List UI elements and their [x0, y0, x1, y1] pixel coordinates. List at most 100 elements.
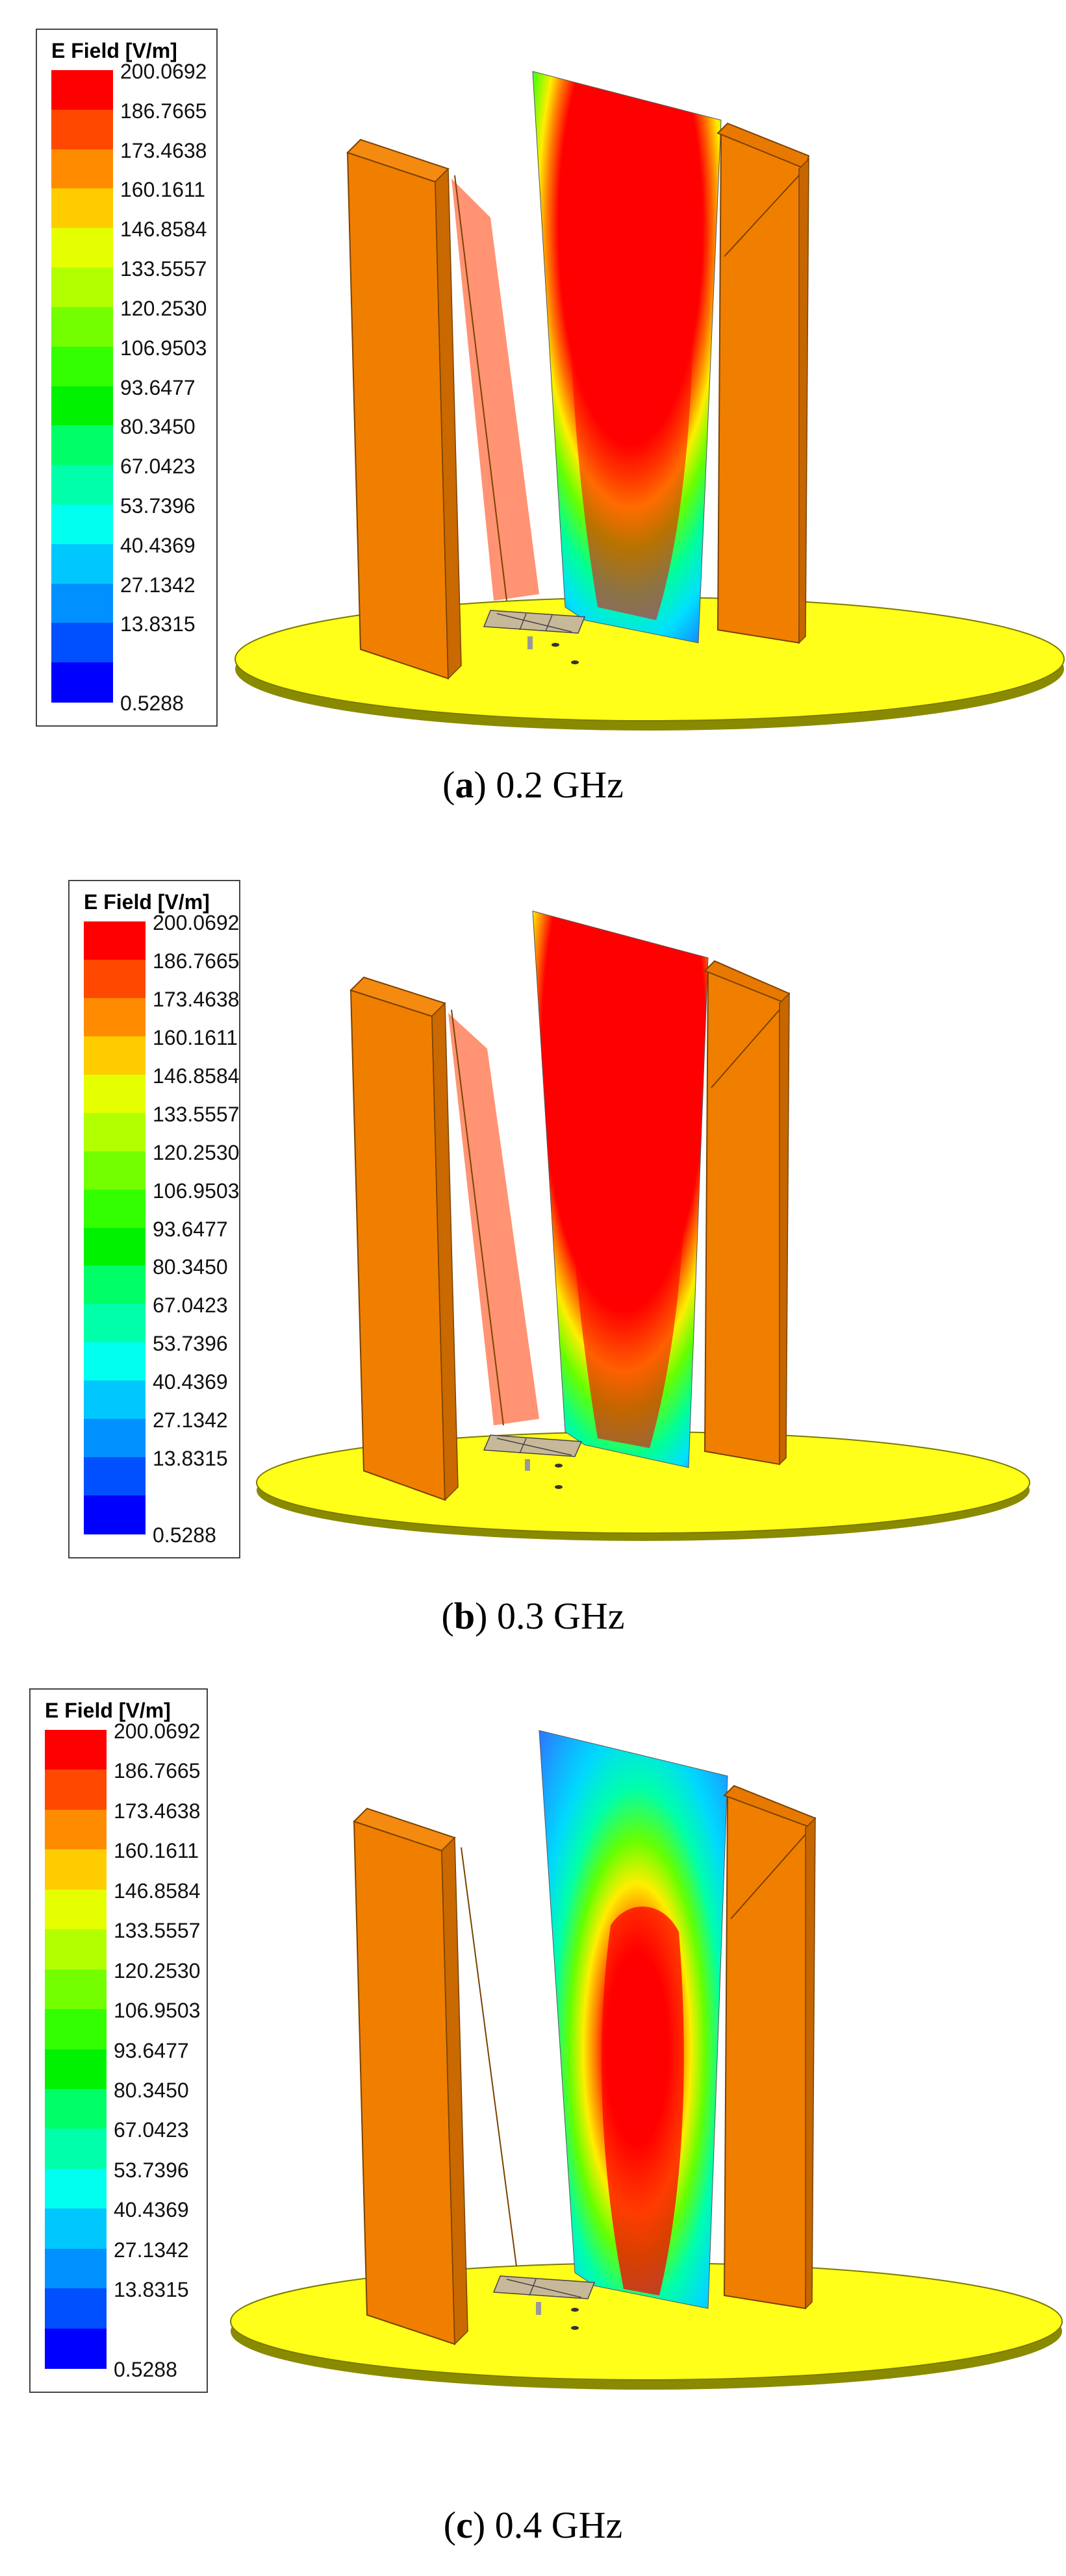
colorbar-tick-label: 186.7665 [120, 99, 207, 123]
colorbar-tick-label: 27.1342 [114, 2238, 189, 2262]
colorbar-swatch [84, 1036, 146, 1075]
colorbar-tick-label: 133.5557 [153, 1102, 240, 1126]
colorbar-tick-label: 120.2530 [153, 1140, 240, 1164]
colorbar-tick-label: 106.9503 [153, 1179, 240, 1203]
colorbar-tick-label: 40.4369 [153, 1370, 228, 1394]
colorbar-swatch [84, 1074, 146, 1114]
caption-frequency: 0.2 GHz [496, 764, 624, 806]
caption-letter: c [456, 2504, 473, 2546]
colorbar-legend: E Field [V/m] 200.0692 186.7665 173.4638 16… [68, 880, 240, 1558]
colorbar-swatch [51, 544, 113, 584]
colorbar-tick-label: 173.4638 [120, 138, 207, 162]
colorbar-swatch [84, 959, 146, 999]
colorbar-swatch [45, 2208, 107, 2249]
feed-structure [483, 1434, 583, 1489]
colorbar-tick-label: 173.4638 [114, 1799, 201, 1823]
colorbar-swatch [51, 662, 113, 703]
colorbar-swatch [84, 1304, 146, 1343]
left-plate [353, 1807, 517, 2345]
colorbar-swatch [51, 425, 113, 466]
colorbar-swatch [84, 997, 146, 1037]
colorbar-tick-label: 0.5288 [153, 1523, 216, 1547]
colorbar-tick-label: 106.9503 [114, 1999, 201, 2023]
left-plate [349, 976, 539, 1501]
antenna-field-render [235, 71, 1065, 731]
colorbar-swatch [84, 1227, 146, 1266]
right-plate [717, 122, 810, 644]
colorbar-swatch [51, 583, 113, 623]
colorbar-tick-label: 200.0692 [153, 911, 240, 934]
colorbar-swatch [84, 1342, 146, 1381]
colorbar-swatch [51, 268, 113, 308]
feed-structure [492, 2275, 596, 2330]
colorbar-tick-label: 93.6477 [114, 2038, 189, 2062]
colorbar-tick-label: 133.5557 [120, 257, 207, 281]
colorbar-tick-label: 13.8315 [114, 2278, 189, 2302]
right-plate [704, 960, 791, 1466]
panel-caption: (a) 0.2 GHz [442, 764, 624, 806]
colorbar-swatch [51, 623, 113, 663]
caption-letter: a [455, 764, 474, 806]
colorbar-tick-label: 27.1342 [120, 573, 196, 597]
colorbar-swatch [51, 188, 113, 229]
colorbar-tick-label: 146.8584 [114, 1879, 201, 1903]
colorbar-tick-label: 53.7396 [120, 494, 196, 518]
colorbar-swatch [51, 465, 113, 505]
legend-title: E Field [V/m] [84, 890, 210, 914]
colorbar-swatch [45, 1730, 107, 1770]
colorbar-swatch [84, 921, 146, 960]
colorbar-swatch [45, 2129, 107, 2170]
colorbar-swatch [84, 1457, 146, 1496]
field-sheet [532, 71, 722, 644]
colorbar-swatch [45, 1889, 107, 1930]
colorbar-legend: E Field [V/m] 200.0692 186.7665 173.4638 16… [29, 1688, 208, 2393]
colorbar-tick-label: 146.8584 [153, 1064, 240, 1088]
colorbar-swatch [45, 2168, 107, 2209]
panel-b: E Field [V/m] 200.0692 186.7665 173.4638 16… [0, 857, 1066, 1695]
caption-letter: b [453, 1595, 476, 1637]
colorbar-swatch [45, 1969, 107, 2010]
colorbar-tick-label: 67.0423 [120, 455, 196, 479]
antenna-field-render [256, 910, 1030, 1541]
colorbar-swatch [45, 2328, 107, 2369]
colorbar-tick-label: 0.5288 [114, 2358, 177, 2381]
colorbar-swatch [51, 109, 113, 150]
colorbar-swatch [45, 1769, 107, 1810]
colorbar-swatch [84, 1189, 146, 1228]
colorbar-swatch [45, 1849, 107, 1890]
colorbar-legend: E Field [V/m] 200.0692 186.7665 173.4638 16… [36, 29, 218, 727]
colorbar-swatch [51, 504, 113, 545]
caption-frequency: 0.3 GHz [496, 1595, 625, 1637]
field-sheet [532, 910, 709, 1468]
colorbar-swatch [51, 346, 113, 386]
field-sheet [539, 1730, 728, 2309]
legend-title: E Field [V/m] [51, 39, 177, 62]
colorbar-tick-label: 67.0423 [114, 2118, 189, 2142]
panel-c: E Field [V/m] 200.0692 186.7665 173.4638 16… [0, 1688, 1066, 2576]
antenna-field-render [230, 1730, 1063, 2390]
colorbar-tick-label: 160.1611 [114, 1839, 199, 1863]
caption-frequency: 0.4 GHz [494, 2504, 623, 2546]
left-plate [346, 138, 539, 680]
colorbar-swatch [45, 1929, 107, 1970]
colorbar-swatch [84, 1266, 146, 1305]
colorbar-tick-label: 200.0692 [114, 1719, 201, 1743]
colorbar-tick-label: 120.2530 [114, 1958, 201, 1982]
colorbar-tick-label: 120.2530 [120, 296, 207, 320]
colorbar-tick-label: 186.7665 [153, 949, 240, 973]
colorbar-swatch [45, 2049, 107, 2090]
panel-caption: (b) 0.3 GHz [441, 1595, 625, 1637]
colorbar-swatch [51, 386, 113, 426]
colorbar-swatch [51, 70, 113, 110]
colorbar-tick-label: 13.8315 [153, 1447, 228, 1471]
colorbar-swatch [45, 2288, 107, 2329]
colorbar-tick-label: 40.4369 [120, 533, 196, 557]
colorbar-tick-label: 53.7396 [114, 2158, 189, 2182]
colorbar-tick-label: 160.1611 [153, 1025, 238, 1049]
colorbar-tick-label: 40.4369 [114, 2198, 189, 2222]
colorbar-tick-label: 80.3450 [114, 2078, 189, 2102]
colorbar-swatch [45, 2088, 107, 2129]
colorbar-tick-label: 200.0692 [120, 60, 207, 83]
colorbar-swatch [84, 1381, 146, 1419]
colorbar-swatch [51, 149, 113, 189]
